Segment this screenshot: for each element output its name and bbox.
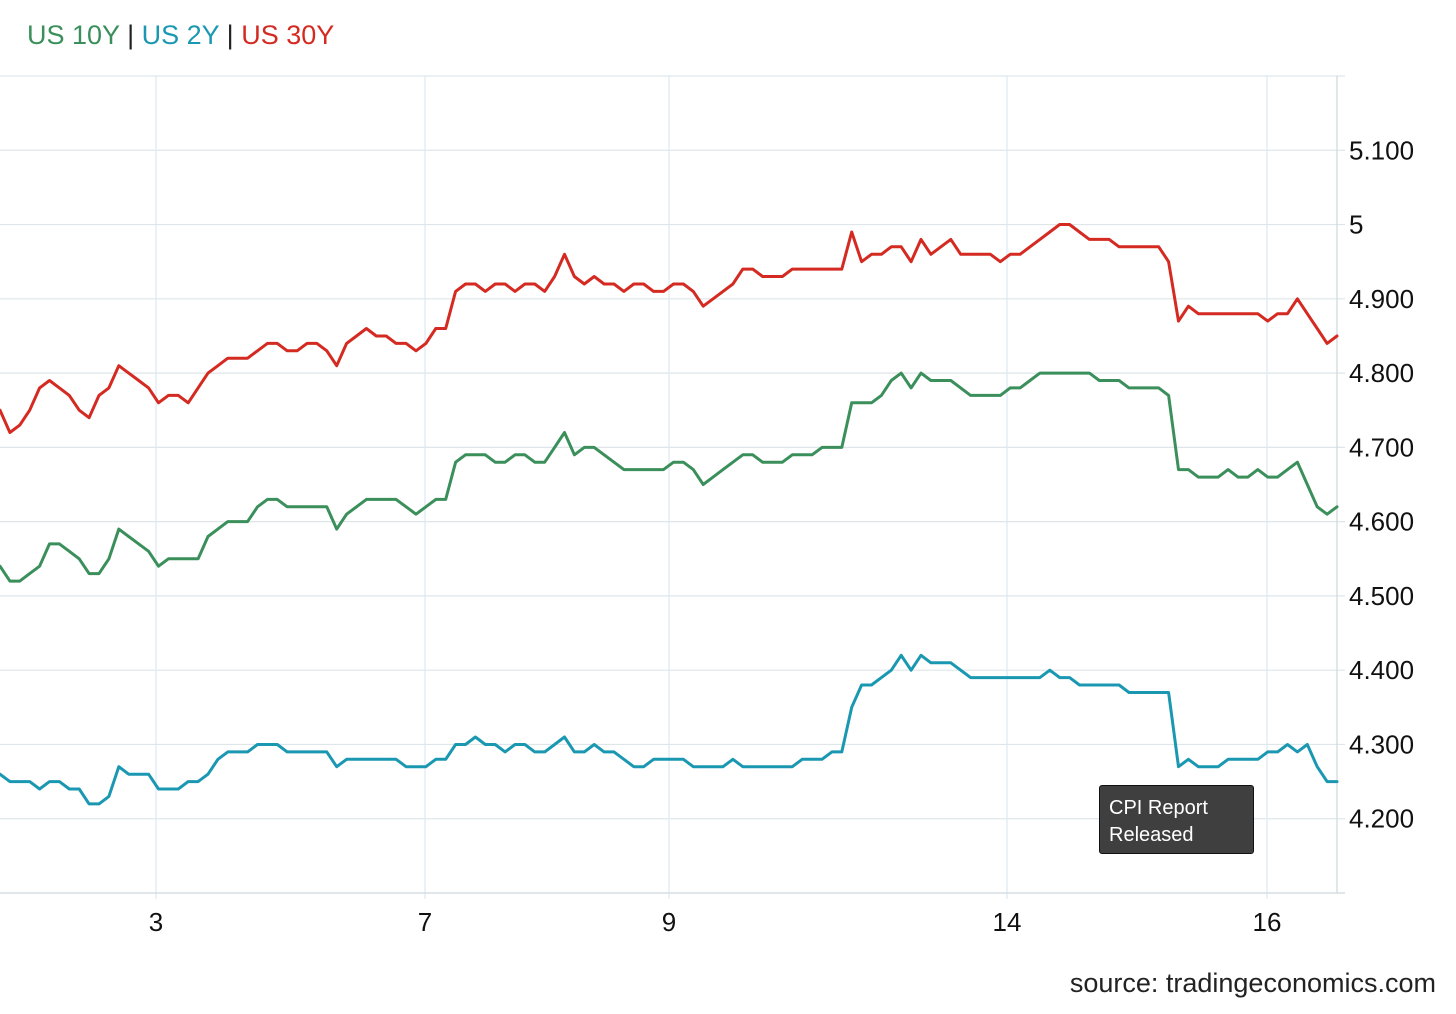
- legend-separator: |: [226, 20, 234, 50]
- y-tick-label: 4.200: [1349, 804, 1414, 834]
- series-lines: [0, 223, 1339, 806]
- x-tick-label: 7: [418, 907, 432, 937]
- x-tick-label: 16: [1253, 907, 1282, 937]
- series-line-us-2y: [0, 653, 1339, 806]
- cpi-annotation-tooltip: CPI Report Released: [1099, 785, 1254, 854]
- x-axis-tick-labels: 3 7 9 14 16: [149, 907, 1282, 937]
- horizontal-gridlines: [0, 149, 1345, 820]
- y-tick-label: 4.800: [1349, 358, 1414, 388]
- axis-frame: [0, 75, 1345, 894]
- y-tick-label: 4.600: [1349, 507, 1414, 537]
- y-tick-label: 5.100: [1349, 135, 1414, 165]
- x-tick-label: 14: [993, 907, 1022, 937]
- vertical-gridlines: [155, 76, 1268, 899]
- y-tick-label: 4.700: [1349, 432, 1414, 462]
- legend-item-us-30y[interactable]: US 30Y: [241, 20, 335, 50]
- y-tick-label: 4.300: [1349, 729, 1414, 759]
- y-tick-label: 4.400: [1349, 655, 1414, 685]
- x-tick-label: 3: [149, 907, 163, 937]
- y-tick-label: 5: [1349, 210, 1363, 240]
- x-tick-label: 9: [662, 907, 676, 937]
- tooltip-line-2: Released: [1109, 824, 1194, 846]
- source-attribution[interactable]: source: tradingeconomics.com: [1069, 968, 1436, 998]
- y-axis-tick-labels: 4.200 4.300 4.400 4.500 4.600 4.700 4.800 4.900…: [1349, 135, 1414, 833]
- tooltip-line-1: CPI Report: [1109, 797, 1208, 819]
- series-line-us-10y: [0, 371, 1339, 583]
- y-tick-label: 4.500: [1349, 581, 1414, 611]
- series-line-us-30y: [0, 223, 1339, 434]
- legend: US 10Y | US 2Y | US 30Y: [27, 20, 334, 51]
- legend-separator: |: [127, 20, 135, 50]
- legend-item-us-10y[interactable]: US 10Y: [27, 20, 120, 50]
- y-tick-label: 4.900: [1349, 284, 1414, 314]
- legend-item-us-2y[interactable]: US 2Y: [141, 20, 220, 50]
